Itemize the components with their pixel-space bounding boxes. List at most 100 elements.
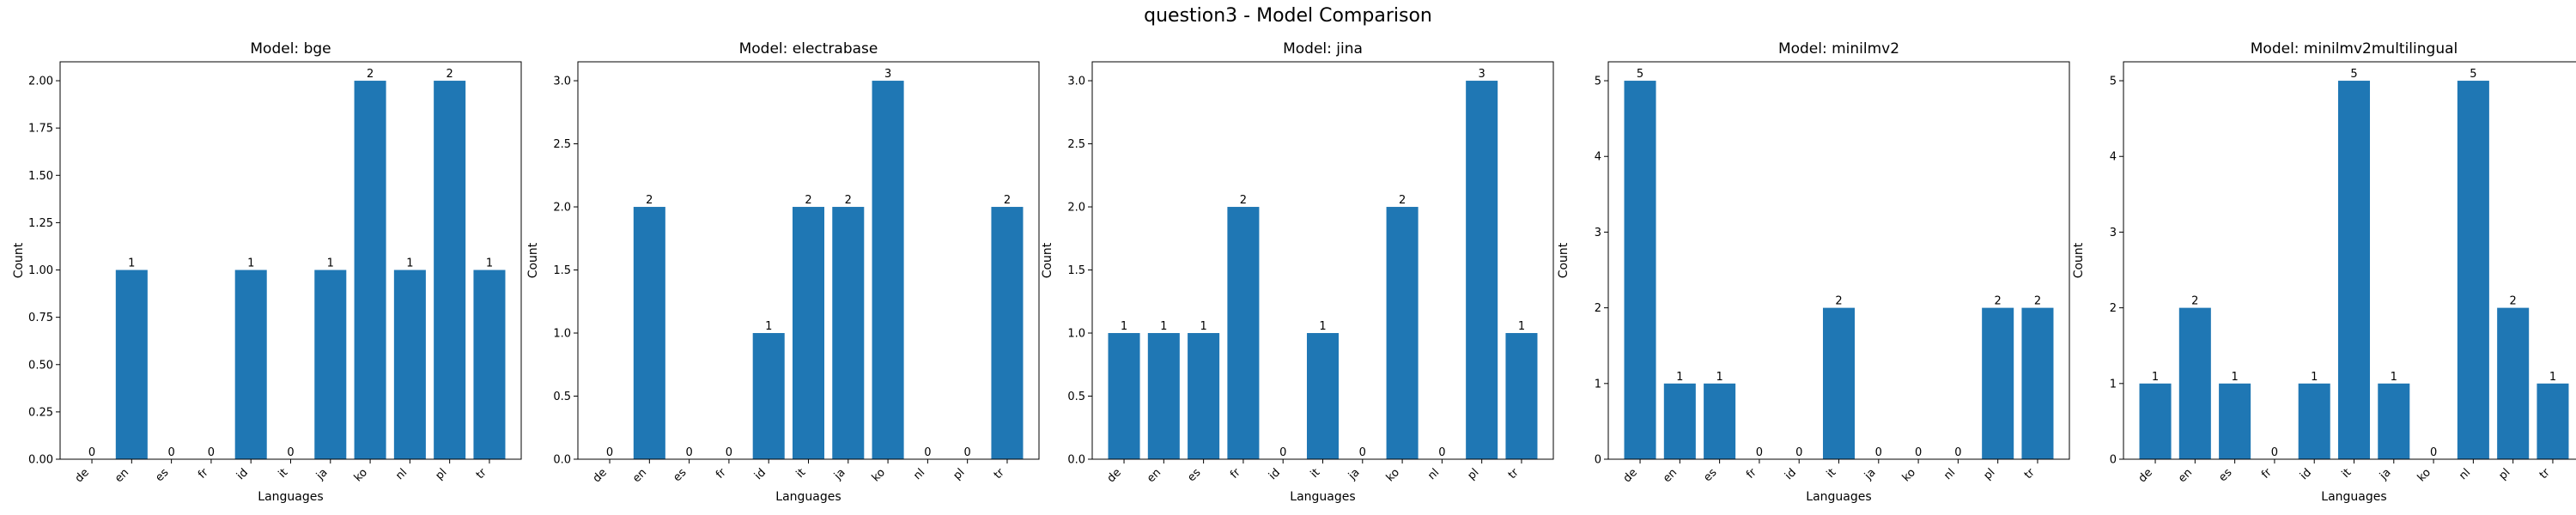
y-axis-label: Count: [12, 242, 26, 278]
x-axis-label: Languages: [775, 490, 841, 504]
data-label: 1: [1319, 320, 1326, 333]
data-label: 0: [287, 446, 294, 459]
data-label: 2: [1835, 295, 1842, 308]
bar-ko: [872, 81, 904, 460]
data-label: 2: [1240, 194, 1247, 207]
data-label: 1: [1716, 371, 1722, 384]
bar-ja: [832, 207, 865, 460]
x-tick-label: pl: [2496, 466, 2512, 482]
chart-title: Model: jina: [1283, 40, 1363, 58]
data-label: 0: [1438, 446, 1445, 459]
chart-title: Model: electrabase: [739, 40, 878, 58]
y-tick-label: 1.25: [28, 217, 53, 230]
y-tick-label: 0.0: [553, 454, 571, 467]
chart-title: Model: minilmv2multilingual: [2251, 40, 2458, 58]
data-label: 2: [2510, 295, 2517, 308]
data-label: 0: [964, 446, 971, 459]
bar-tr: [1505, 333, 1538, 459]
y-axis-label: Count: [2072, 242, 2086, 278]
bar-pl: [1982, 307, 2014, 459]
data-label: 0: [685, 446, 692, 459]
y-tick-label: 0.75: [28, 312, 53, 324]
bar-it: [1822, 307, 1856, 459]
y-tick-label: 1.5: [553, 264, 571, 277]
y-tick-label: 3: [2110, 227, 2117, 239]
y-tick-label: 2.0: [553, 202, 571, 215]
data-label: 1: [327, 258, 334, 270]
data-label: 2: [2191, 295, 2198, 308]
data-label: 1: [486, 258, 493, 270]
bar-tr: [473, 270, 506, 459]
bar-ja: [314, 270, 347, 459]
x-tick-label: de: [2136, 466, 2155, 485]
x-axis-label: Languages: [2321, 490, 2386, 504]
y-tick-label: 0.5: [1067, 391, 1085, 403]
y-axis-label: Count: [1041, 242, 1054, 278]
bar-it: [1306, 333, 1340, 459]
bar-de: [2139, 383, 2172, 459]
bar-id: [234, 270, 267, 459]
data-label: 1: [2231, 371, 2238, 384]
data-label: 0: [606, 446, 613, 459]
data-label: 1: [1200, 320, 1206, 333]
data-label: 2: [367, 68, 374, 81]
x-tick-label: nl: [2457, 466, 2473, 482]
y-tick-label: 1.5: [1067, 264, 1085, 277]
axes-frame: [2123, 61, 2576, 460]
bar-en: [633, 207, 665, 460]
y-tick-label: 1.0: [553, 328, 571, 341]
data-label: 5: [2350, 68, 2357, 81]
bar-pl: [2497, 307, 2530, 459]
y-axis-label: Count: [1557, 242, 1571, 278]
data-label: 3: [1479, 68, 1485, 81]
data-label: 5: [2470, 68, 2476, 81]
data-label: 0: [924, 446, 931, 459]
x-tick-label: ja: [2377, 466, 2394, 483]
data-label: 2: [845, 194, 852, 207]
data-label: 1: [1121, 320, 1127, 333]
data-label: 0: [726, 446, 732, 459]
chart-title: Model: bge: [250, 40, 331, 58]
data-label: 2: [1995, 295, 2002, 308]
y-tick-label: 2.5: [1067, 138, 1085, 151]
bar-id: [752, 333, 785, 459]
bar-es: [2219, 383, 2251, 459]
bar-es: [1188, 333, 1220, 459]
y-tick-label: 1.50: [28, 170, 53, 183]
y-tick-label: 2.0: [1067, 202, 1085, 215]
y-tick-label: 0.0: [1067, 454, 1085, 467]
x-tick-label: tr: [2537, 466, 2553, 482]
bar-it: [792, 207, 825, 460]
data-label: 0: [1915, 446, 1922, 459]
axes-frame: [1607, 61, 2070, 460]
bar-en: [115, 270, 148, 459]
y-tick-label: 4: [2110, 151, 2117, 164]
bar-de: [1108, 333, 1140, 459]
data-label: 1: [765, 320, 772, 333]
x-axis-label: Languages: [1806, 490, 1871, 504]
bar-pl: [434, 81, 466, 460]
bar-ko: [1386, 207, 1419, 460]
y-tick-label: 0.00: [28, 454, 53, 467]
y-tick-label: 0: [1595, 454, 1601, 467]
x-tick-label: it: [2340, 466, 2354, 481]
data-label: 2: [805, 194, 811, 207]
y-tick-label: 3.0: [1067, 76, 1085, 88]
figure-title: question3 - Model Comparison: [1144, 5, 1432, 27]
y-tick-label: 3: [1595, 227, 1601, 239]
bar-ja: [2378, 383, 2410, 459]
data-label: 1: [1676, 371, 1683, 384]
axes-frame: [1091, 61, 1554, 460]
data-label: 1: [2311, 371, 2318, 384]
bar-es: [1704, 383, 1736, 459]
data-label: 1: [1160, 320, 1167, 333]
y-tick-label: 0: [2110, 454, 2117, 467]
data-label: 1: [406, 258, 413, 270]
data-label: 0: [1359, 446, 1366, 459]
data-label: 1: [2549, 371, 2556, 384]
data-label: 1: [2152, 371, 2159, 384]
y-tick-label: 1.0: [1067, 328, 1085, 341]
x-axis-label: Languages: [1290, 490, 1355, 504]
